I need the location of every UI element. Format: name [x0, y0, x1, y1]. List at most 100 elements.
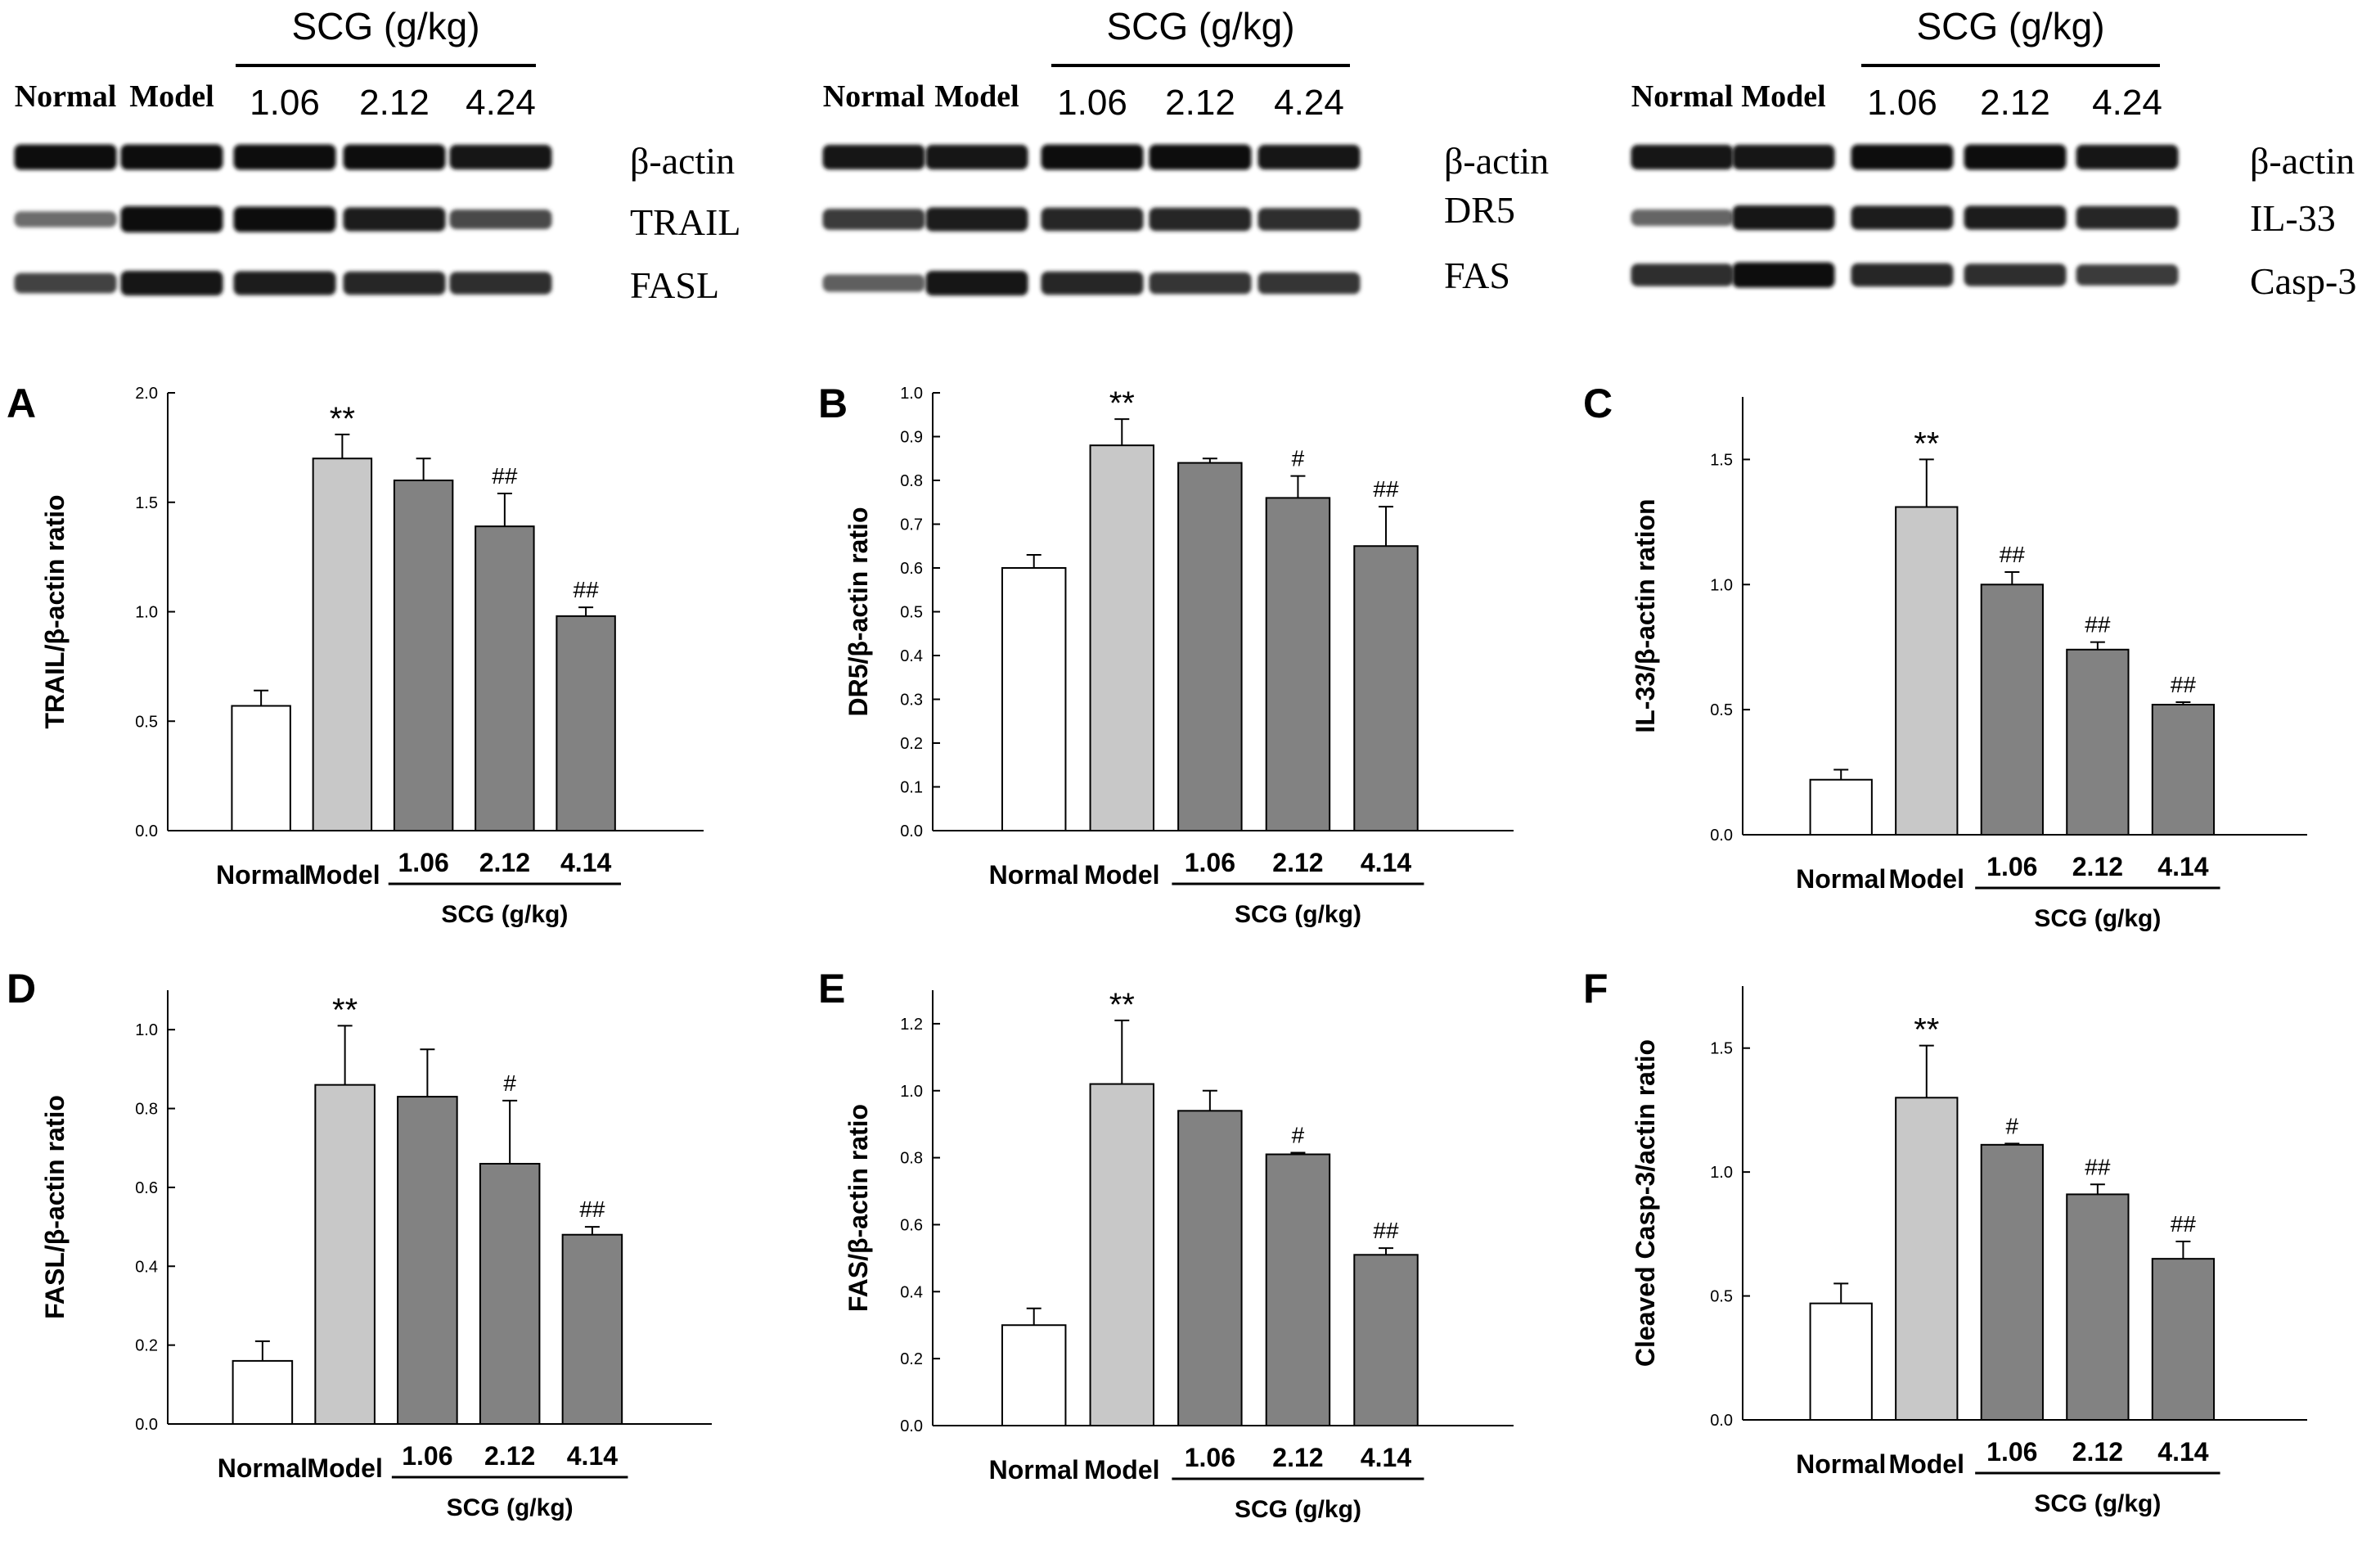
x-tick-label: 2.12	[479, 848, 530, 877]
blot-lane-label: 4.24	[2092, 83, 2162, 123]
y-tick-label: 0.8	[900, 472, 923, 490]
bar	[2151, 1258, 2216, 1421]
significance-label: ##	[2171, 672, 2197, 697]
bar	[1177, 462, 1243, 831]
panel-letter: D	[7, 966, 36, 1012]
blot-scg-label: SCG (g/kg)	[1106, 5, 1294, 47]
blot-lane-label: Normal	[15, 79, 117, 114]
blot-panel-2: SCG (g/kg) Normal Model 1.06 2.12 4.24 β-actin…	[822, 5, 1549, 296]
bar	[314, 1084, 376, 1425]
y-tick-label: 0.2	[900, 735, 923, 753]
blot-lane-label: 2.12	[1980, 83, 2050, 123]
bar	[1353, 1254, 1419, 1427]
significance-label: **	[1914, 1012, 1939, 1048]
blot-band	[1041, 144, 1144, 170]
blot-band	[343, 207, 446, 232]
significance-label: **	[330, 401, 355, 437]
y-tick-label: 0.5	[900, 604, 923, 622]
blot-band	[1257, 144, 1361, 170]
panel-letter: C	[1583, 381, 1613, 426]
blot-lane-label: Model	[1741, 79, 1825, 114]
group-label: SCG (g/kg)	[2034, 905, 2161, 932]
x-tick-label: 1.06	[402, 1441, 452, 1471]
x-tick-label: 1.06	[1185, 1443, 1235, 1472]
blot-band	[233, 271, 336, 295]
y-tick-label: 0.8	[135, 1101, 158, 1119]
x-tick-label: 1.06	[1986, 1437, 2037, 1467]
bar	[1353, 545, 1419, 831]
bar	[1089, 444, 1155, 831]
bar	[232, 1359, 294, 1425]
bar	[1809, 778, 1873, 836]
y-tick-label: 0.5	[1710, 1288, 1733, 1306]
y-tick-label: 0.1	[900, 779, 923, 797]
x-tick-label: 1.06	[1185, 848, 1235, 877]
y-tick-label: 1.5	[1710, 451, 1733, 469]
significance-label: #	[2006, 1113, 2019, 1138]
bar	[1089, 1083, 1155, 1426]
y-axis-label: FAS/β-actin ratio	[844, 1104, 873, 1312]
blot-band	[343, 271, 446, 295]
significance-label: ##	[492, 463, 518, 489]
y-tick-label: 0.2	[135, 1337, 158, 1355]
y-tick-label: 1.0	[1710, 1164, 1733, 1182]
x-tick-label: 2.12	[2072, 1437, 2123, 1467]
group-label: SCG (g/kg)	[1235, 901, 1361, 928]
blot-lane-label: 2.12	[1165, 83, 1235, 123]
blot-band	[120, 206, 223, 232]
significance-label: ##	[1373, 476, 1399, 502]
x-tick-label: 4.14	[2157, 1437, 2208, 1467]
significance-label: ##	[2085, 1154, 2111, 1179]
blot-band	[1257, 208, 1361, 231]
bar	[556, 615, 616, 831]
blot-band	[343, 144, 446, 170]
panel-letter: F	[1583, 966, 1608, 1012]
bar	[1895, 1097, 1959, 1422]
blot-row-label: β-actin	[2250, 140, 2355, 182]
blot-band	[925, 144, 1028, 170]
y-tick-label: 0.6	[135, 1179, 158, 1197]
blot-band	[1732, 262, 1835, 288]
blot-band	[1631, 264, 1734, 286]
group-label: SCG (g/kg)	[447, 1494, 574, 1521]
x-tick-label: 4.14	[1361, 848, 1411, 877]
bar	[393, 480, 454, 831]
y-tick-label: 0.4	[900, 1283, 923, 1301]
bar	[561, 1233, 623, 1426]
blot-lane-label: 1.06	[1057, 83, 1127, 123]
x-tick-label: 1.06	[398, 848, 448, 877]
chart-panel-A: A 0.0 0.5 1.0 1.5 2.0 TRAIL/β-actin ratio Norma…	[7, 381, 704, 928]
blot-band	[233, 144, 336, 170]
significance-label: ##	[2171, 1211, 2197, 1237]
blot-band	[1257, 272, 1361, 295]
y-tick-label: 0.8	[900, 1150, 923, 1168]
x-tick-label: Model	[1889, 864, 1964, 894]
y-axis-label: TRAIL/β-actin ratio	[40, 494, 70, 728]
blot-lane-label: Model	[934, 79, 1019, 114]
bar	[397, 1096, 458, 1426]
bar	[2066, 1193, 2130, 1422]
significance-label: **	[1109, 385, 1135, 421]
panel-letter: E	[818, 966, 845, 1012]
blot-lane-label: 4.24	[1274, 83, 1344, 123]
y-axis-label: IL-33/β-actin ration	[1631, 498, 1660, 732]
blot-band	[1631, 209, 1734, 227]
x-tick-label: 2.12	[1272, 848, 1323, 877]
significance-label: **	[1914, 426, 1939, 462]
x-tick-label: 2.12	[1272, 1443, 1323, 1472]
y-axis-label: Cleaved Casp-3/actin ratio	[1631, 1039, 1660, 1367]
blot-band	[233, 206, 336, 232]
x-tick-label: Model	[1084, 1455, 1159, 1485]
x-tick-label: Normal	[218, 1453, 308, 1483]
y-tick-label: 0.5	[135, 713, 158, 731]
chart-panel-E: E 0.0 0.2 0.4 0.6 0.8 1.0 1.2 FAS/β-actin ratio N…	[818, 966, 1514, 1523]
bar	[1980, 584, 2044, 836]
chart-panel-C: C 0.0 0.5 1.0 1.5 IL-33/β-actin ration Normal *…	[1583, 381, 2307, 932]
panel-letter: B	[818, 381, 848, 426]
blot-band	[2076, 144, 2179, 170]
bar	[1265, 1153, 1331, 1426]
y-tick-label: 1.5	[135, 494, 158, 512]
y-tick-label: 2.0	[135, 385, 158, 403]
x-tick-label: 2.12	[484, 1441, 535, 1471]
blot-band	[1964, 264, 2067, 286]
